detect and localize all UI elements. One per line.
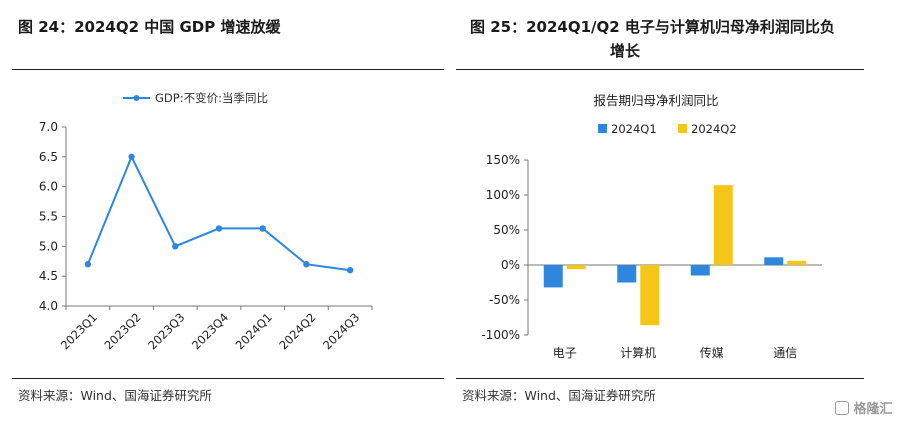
y-tick-label: 5.5: [39, 210, 58, 224]
x-tick-label: 2024Q1: [233, 310, 275, 352]
y-tick-label: 6.5: [39, 150, 58, 164]
legend-label: GDP:不变价:当季同比: [155, 91, 268, 105]
y-tick-label: -100%: [481, 328, 520, 342]
y-tick-label: 7.0: [39, 120, 58, 134]
left-source-note: 资料来源：Wind、国海证券研究所: [18, 388, 212, 403]
bar-2024Q2-计算机: [640, 265, 660, 326]
profit-chart-title: 报告期归母净利润同比: [593, 93, 718, 108]
gdp-data-point: [172, 243, 179, 250]
gdp-data-point: [303, 261, 310, 268]
gdp-plot-area: [84, 153, 354, 274]
x-tick-label: 2023Q4: [189, 310, 231, 352]
profit-x-axis: 电子 计算机 传媒 通信: [528, 264, 822, 360]
legend-marker: [133, 95, 140, 101]
watermark-icon: [835, 401, 849, 415]
gdp-data-point: [346, 267, 354, 274]
right-figure-title-line2: 增长: [610, 42, 641, 60]
legend-swatch-2024Q1: [598, 124, 607, 133]
right-figure-title-line1: 图 25：2024Q1/Q2 电子与计算机归母净利润同比负: [470, 18, 835, 36]
y-tick-label: 50%: [493, 223, 520, 237]
gdp-data-point: [128, 153, 135, 161]
legend-swatch-2024Q2: [678, 124, 687, 133]
x-category-label: 传媒: [700, 345, 724, 360]
bar-2024Q1-通信: [764, 257, 784, 265]
bar-2024Q2-电子: [566, 265, 586, 270]
gdp-series-line: [86, 154, 351, 272]
y-tick-label: 100%: [486, 188, 520, 202]
y-tick-label: 4.5: [39, 269, 58, 283]
y-tick-label: -50%: [489, 293, 520, 307]
bar-2024Q1-传媒: [690, 265, 710, 276]
x-tick-label: 2024Q3: [320, 310, 362, 352]
profit-bar-chart: 报告期归母净利润同比 2024Q1 2024Q2 -100% -50% 0% 50% 10…: [481, 93, 822, 360]
x-tick-label: 2023Q1: [58, 310, 100, 352]
x-category-label: 电子: [553, 346, 577, 360]
gdp-x-axis: 2023Q1 2023Q2 2023Q3 2023Q4 2024Q1 2024Q2 2024…: [58, 305, 373, 352]
gdp-data-point: [215, 225, 223, 232]
x-category-label: 通信: [773, 346, 797, 360]
legend-label: 2024Q1: [611, 122, 657, 136]
gdp-line-chart: GDP:不变价:当季同比 4.0 4.5 5.0 5.5 6.0 6.5 7.0 2023Q…: [39, 91, 373, 352]
chart-title: 报告期归母净利润同比: [593, 93, 718, 108]
bar-2024Q1-计算机: [617, 265, 637, 283]
x-category-label: 计算机: [620, 345, 656, 360]
gdp-data-point: [259, 225, 266, 232]
right-title-rule: [456, 69, 864, 70]
left-source-rule: [12, 378, 444, 379]
y-tick-label: 5.0: [39, 239, 58, 253]
gdp-y-axis: 4.0 4.5 5.0 5.5 6.0 6.5 7.0: [39, 120, 67, 313]
watermark-text: 格隆汇: [853, 402, 893, 417]
profit-plot-area: [543, 185, 807, 326]
right-source-note: 资料来源：Wind、国海证券研究所: [462, 388, 656, 403]
y-tick-label: 6.0: [39, 180, 58, 194]
left-figure-title: 图 24：2024Q2 中国 GDP 增速放缓: [18, 18, 281, 36]
gdp-data-point: [84, 261, 92, 268]
watermark-logo: 格隆汇: [835, 398, 893, 417]
right-source-rule: [456, 378, 864, 379]
x-tick-label: 2024Q2: [276, 310, 318, 352]
left-title-rule: [12, 69, 444, 70]
x-tick-label: 2023Q3: [145, 310, 187, 352]
bar-2024Q1-电子: [543, 265, 563, 288]
y-tick-label: 0%: [501, 258, 520, 272]
x-tick-label: 2023Q2: [102, 310, 144, 352]
y-tick-label: 4.0: [39, 299, 58, 313]
legend-label: 2024Q2: [691, 122, 737, 136]
bar-2024Q2-传媒: [713, 185, 733, 265]
profit-y-axis: -100% -50% 0% 50% 100% 150%: [481, 153, 529, 342]
gdp-legend: GDP:不变价:当季同比: [123, 91, 268, 105]
y-tick-label: 150%: [486, 153, 520, 167]
profit-legend: 2024Q1 2024Q2: [598, 122, 737, 136]
bar-2024Q2-通信: [787, 260, 807, 265]
